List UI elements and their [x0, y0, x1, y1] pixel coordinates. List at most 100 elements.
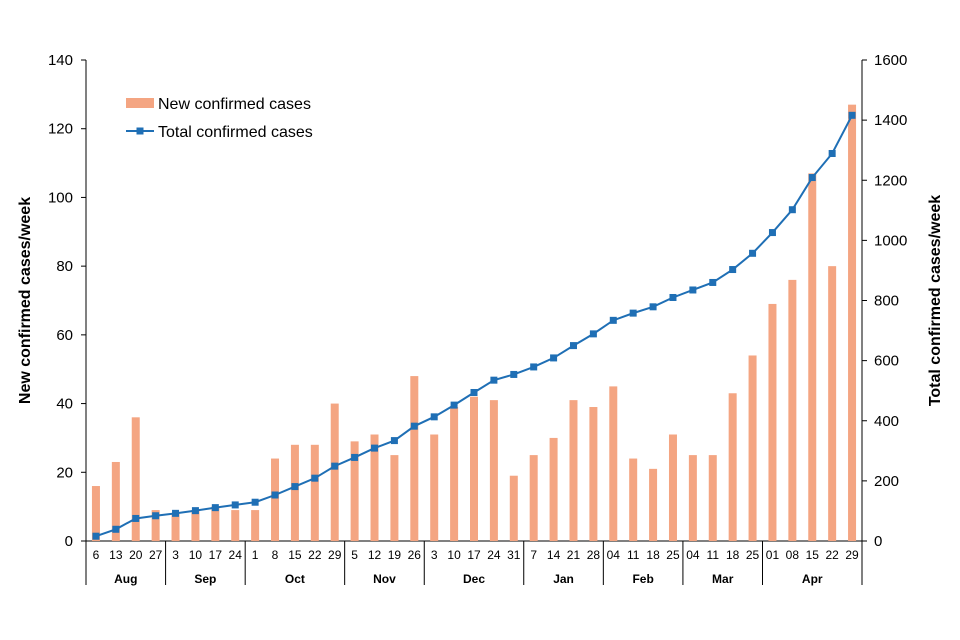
bar-new-cases [609, 386, 618, 541]
point-total-cases [251, 498, 259, 506]
point-total-cases [92, 532, 100, 540]
left-tick-label: 40 [56, 396, 73, 413]
bar-new-cases [171, 513, 180, 541]
right-tick-label: 1400 [874, 112, 907, 129]
x-axis-labels: 6 13 20 27 3 10 17 24 1 8 15 22 29 5 12 19 26 3 10 17 24 31 7 1… [85, 541, 863, 586]
month-label: Mar [712, 572, 734, 586]
point-total-cases [808, 174, 816, 182]
x-tick-label: 01 [766, 548, 780, 562]
x-tick-label: 13 [109, 548, 123, 562]
point-total-cases [689, 286, 697, 294]
bar-new-cases [370, 434, 379, 541]
bar-new-cases [131, 417, 140, 541]
right-axis-title: Total confirmed cases/week [927, 195, 944, 406]
bar-new-cases [251, 510, 260, 541]
point-total-cases [410, 422, 418, 430]
right-tick-label: 1200 [874, 172, 907, 189]
x-tick-label: 15 [288, 548, 302, 562]
bar-new-cases [768, 303, 777, 541]
point-total-cases [510, 370, 518, 378]
point-total-cases [729, 266, 737, 274]
left-tick-label: 20 [56, 464, 73, 481]
x-tick-label: 29 [328, 548, 342, 562]
point-total-cases [172, 509, 180, 517]
point-total-cases [311, 474, 319, 482]
left-tick-label: 60 [56, 327, 73, 344]
point-total-cases [848, 111, 856, 119]
bar-new-cases [848, 104, 857, 542]
point-total-cases [490, 376, 498, 384]
point-total-cases [709, 278, 717, 286]
bar-new-cases [350, 441, 359, 541]
x-tick-label: 10 [447, 548, 461, 562]
bar-new-cases [668, 434, 677, 541]
bar-new-cases [828, 266, 837, 541]
x-tick-label: 3 [172, 548, 179, 562]
x-tick-label: 12 [368, 548, 382, 562]
bar-new-cases [151, 510, 160, 541]
bar-new-cases [111, 461, 120, 541]
x-tick-label: 10 [189, 548, 203, 562]
legend-marker-total-cases [136, 127, 144, 135]
bar-new-cases [569, 400, 578, 541]
month-label: Aug [114, 572, 137, 586]
legend-swatch-new-cases [126, 98, 154, 108]
point-total-cases [231, 501, 239, 509]
left-tick-label: 140 [48, 52, 73, 69]
bar-new-cases [450, 407, 459, 541]
bar-new-cases [489, 400, 498, 541]
bar-new-cases [191, 510, 200, 541]
x-tick-label: 20 [129, 548, 143, 562]
bar-new-cases [430, 434, 439, 541]
axis-titles: New confirmed cases/week Total confirmed … [17, 195, 944, 406]
point-total-cases [331, 462, 339, 470]
point-total-cases [749, 249, 757, 257]
x-tick-label: 26 [408, 548, 422, 562]
point-total-cases [768, 229, 776, 237]
bar-new-cases [509, 475, 518, 541]
month-label: Apr [802, 572, 823, 586]
right-tick-label: 0 [874, 533, 882, 550]
bar-new-cases [470, 396, 478, 541]
point-total-cases [569, 342, 577, 350]
x-tick-label: 18 [726, 548, 740, 562]
bar-new-cases [549, 437, 558, 541]
bar-new-cases [788, 279, 797, 541]
x-tick-label: 28 [587, 548, 601, 562]
point-total-cases [530, 363, 538, 371]
x-tick-label: 8 [272, 548, 279, 562]
legend: New confirmed cases Total confirmed cases [126, 96, 313, 141]
left-tick-label: 80 [56, 258, 73, 275]
month-label: Dec [463, 572, 485, 586]
month-label: Sep [194, 572, 216, 586]
month-label: Jan [553, 572, 574, 586]
x-tick-label: 17 [209, 548, 223, 562]
point-total-cases [450, 401, 458, 409]
point-total-cases [589, 330, 597, 338]
x-tick-label: 04 [607, 548, 621, 562]
left-tick-label: 120 [48, 121, 73, 138]
axes-group: 0204060801001201400200400600800100012001… [48, 52, 907, 550]
month-label: Nov [373, 572, 396, 586]
x-tick-label: 22 [308, 548, 322, 562]
right-tick-label: 600 [874, 353, 899, 370]
point-total-cases [152, 512, 160, 520]
x-tick-label: 24 [229, 548, 243, 562]
legend-label-new-cases: New confirmed cases [158, 96, 311, 113]
left-axis-title: New confirmed cases/week [17, 197, 34, 404]
point-total-cases [550, 354, 558, 362]
x-tick-label: 25 [746, 548, 760, 562]
right-tick-label: 800 [874, 293, 899, 310]
point-total-cases [390, 437, 398, 445]
x-tick-label: 04 [686, 548, 700, 562]
x-tick-label: 22 [825, 548, 839, 562]
bar-new-cases [629, 458, 638, 541]
x-tick-label: 19 [388, 548, 402, 562]
bar-new-cases [91, 486, 100, 541]
point-total-cases [470, 388, 478, 396]
bar-new-cases [688, 455, 697, 541]
x-tick-label: 3 [431, 548, 438, 562]
x-tick-label: 1 [252, 548, 259, 562]
month-label: Oct [285, 572, 305, 586]
point-total-cases [112, 525, 120, 533]
